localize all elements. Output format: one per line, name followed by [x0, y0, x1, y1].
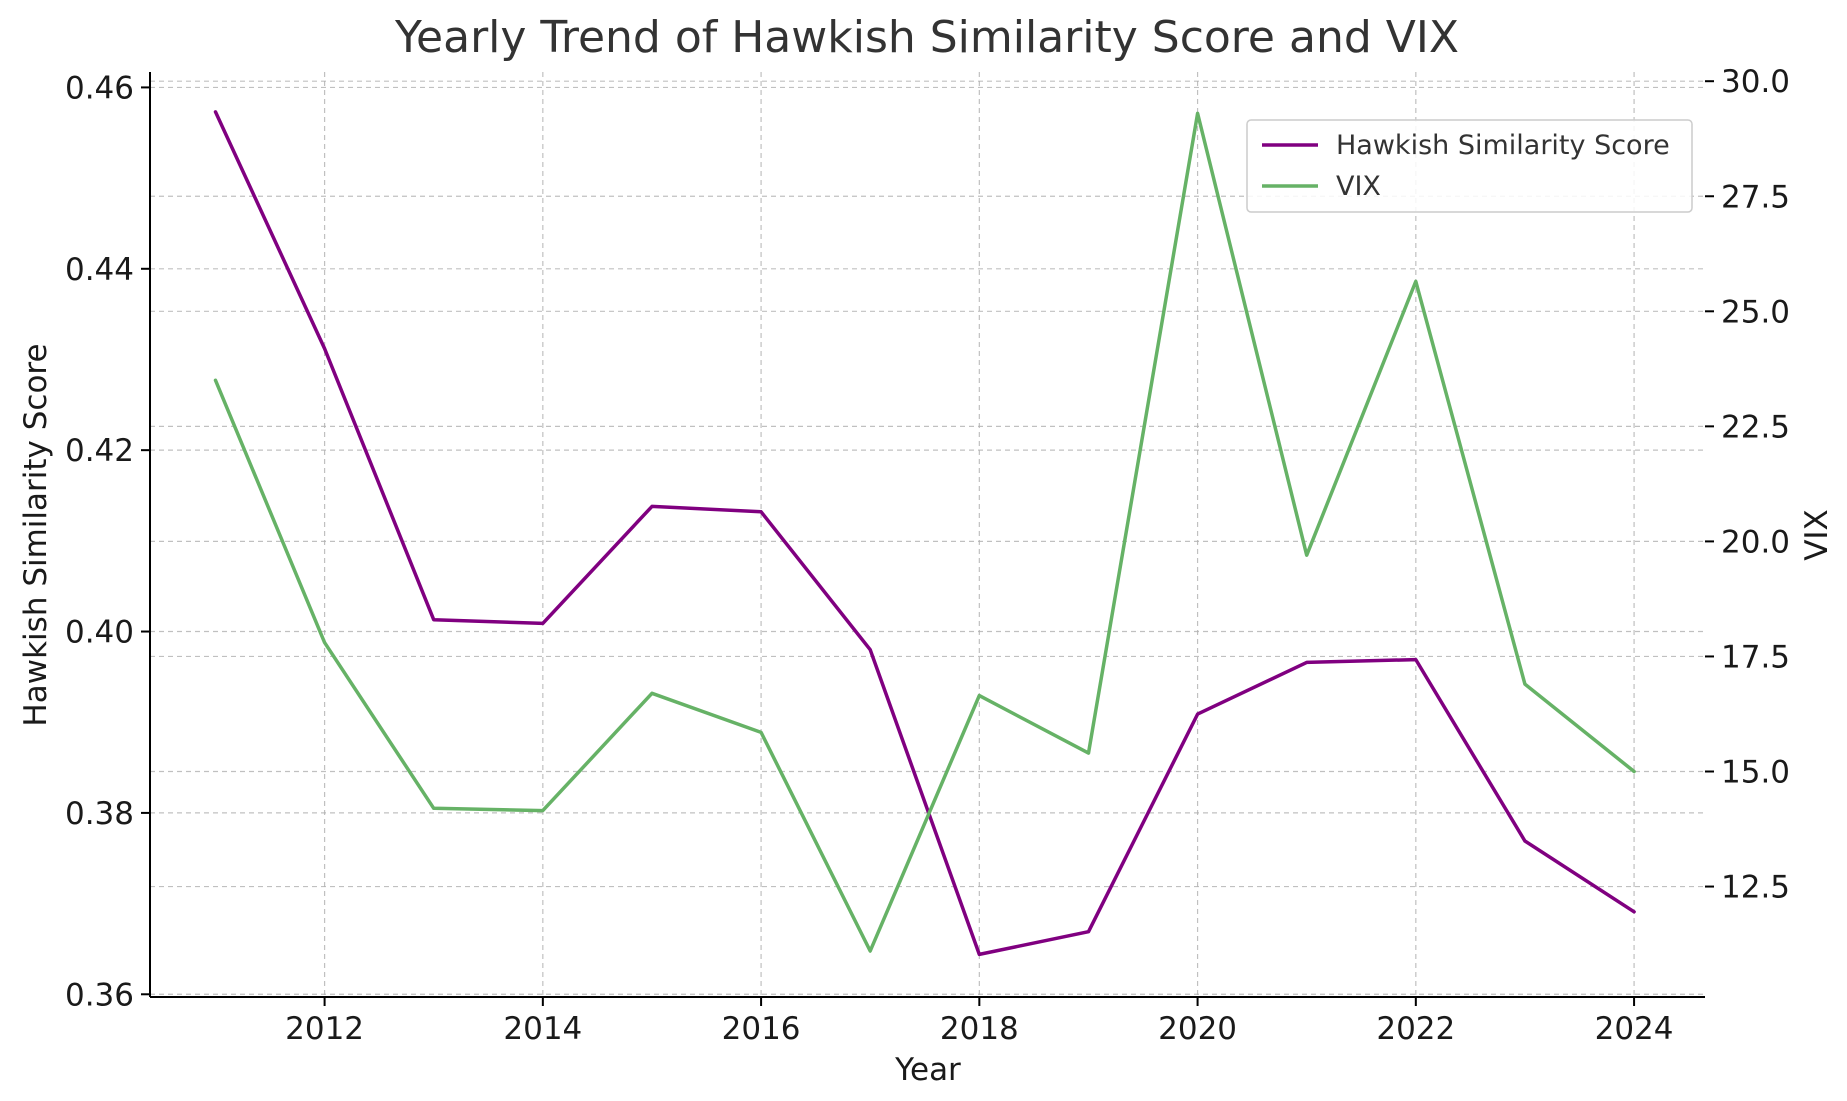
y2-tick-label: 25.0 — [1721, 294, 1790, 330]
axes — [141, 72, 1714, 1006]
legend-label-hawkish: Hawkish Similarity Score — [1336, 130, 1670, 161]
x-tick-label: 2020 — [1158, 1011, 1237, 1047]
y-tick-label: 0.40 — [65, 615, 134, 651]
x-tick-label: 2014 — [503, 1011, 582, 1047]
x-tick-label: 2024 — [1595, 1011, 1674, 1047]
y2-tick-label: 20.0 — [1721, 524, 1790, 560]
y-tick-label: 0.44 — [65, 252, 134, 288]
y-tick-label: 0.36 — [65, 977, 134, 1013]
legend: Hawkish Similarity Score VIX — [1246, 119, 1693, 213]
y2-tick-label: 27.5 — [1721, 179, 1790, 215]
y-tick-label: 0.42 — [65, 433, 134, 469]
y2-tick-label: 12.5 — [1721, 870, 1790, 906]
legend-box — [1246, 119, 1693, 213]
x-tick-label: 2016 — [722, 1011, 801, 1047]
y-tick-label: 0.38 — [65, 796, 134, 832]
tick-labels: 2012 2014 2016 2018 2020 2022 2024 0.36 0.38 0.40… — [65, 64, 1790, 1047]
y2-tick-label: 17.5 — [1721, 639, 1790, 675]
y2-tick-label: 22.5 — [1721, 409, 1790, 445]
y2-tick-label: 15.0 — [1721, 755, 1790, 791]
x-axis-title: Year — [894, 1052, 961, 1088]
y-tick-label: 0.46 — [65, 70, 134, 106]
y-axis-title: Hawkish Similarity Score — [18, 343, 54, 726]
chart-title: Yearly Trend of Hawkish Similarity Score… — [394, 12, 1459, 63]
series-line-hawkish — [213, 110, 1636, 957]
legend-label-vix: VIX — [1336, 171, 1381, 202]
x-tick-label: 2012 — [285, 1011, 364, 1047]
x-tick-label: 2022 — [1376, 1011, 1455, 1047]
series-lines — [213, 110, 1636, 957]
series-line-vix — [213, 111, 1636, 953]
y2-tick-label: 30.0 — [1721, 64, 1790, 100]
grid — [150, 72, 1705, 997]
x-tick-label: 2018 — [940, 1011, 1019, 1047]
y2-axis-title: VIX — [1799, 509, 1835, 561]
